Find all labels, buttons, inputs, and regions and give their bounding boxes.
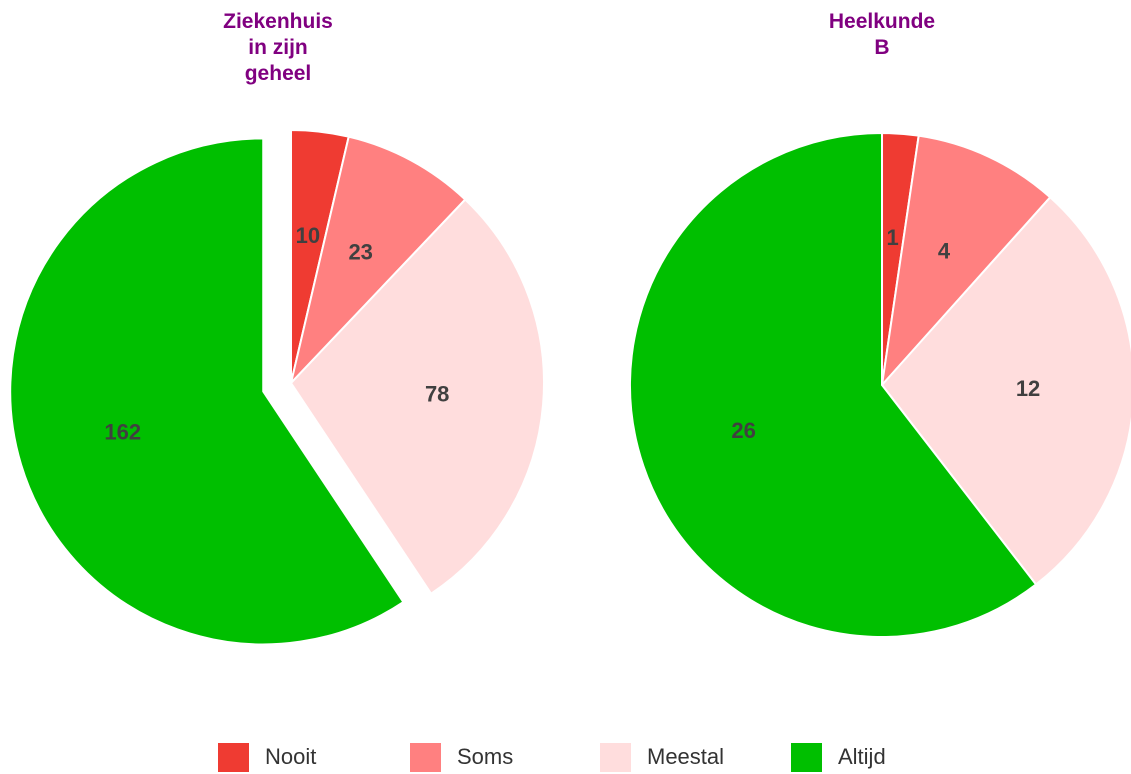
- legend-label: Meestal: [647, 744, 724, 769]
- data-label: 12: [1016, 376, 1040, 401]
- legend-swatch: [410, 743, 441, 772]
- data-label: 10: [296, 223, 320, 248]
- legend-label: Altijd: [838, 744, 886, 769]
- data-label: 1: [887, 225, 899, 250]
- data-label: 78: [425, 381, 449, 406]
- data-label: 26: [731, 418, 755, 443]
- pie-slice: [289, 135, 467, 387]
- legend-swatch: [791, 743, 822, 772]
- data-label: 23: [348, 240, 372, 265]
- legend-label: Soms: [457, 744, 513, 769]
- pie-slice: [629, 131, 1038, 638]
- chart-title: Ziekenhuis in zijn geheel: [223, 10, 333, 85]
- data-label: 162: [104, 420, 141, 445]
- legend-swatch: [600, 743, 631, 772]
- legend-label: Nooit: [265, 744, 316, 769]
- pie-slice: [289, 198, 545, 596]
- pie-slice: [880, 134, 1052, 389]
- pie-slice: [880, 195, 1131, 586]
- data-label: 4: [938, 238, 951, 263]
- legend-swatch: [218, 743, 249, 772]
- pie-slice: [9, 137, 405, 646]
- chart-title: Heelkunde B: [829, 10, 935, 59]
